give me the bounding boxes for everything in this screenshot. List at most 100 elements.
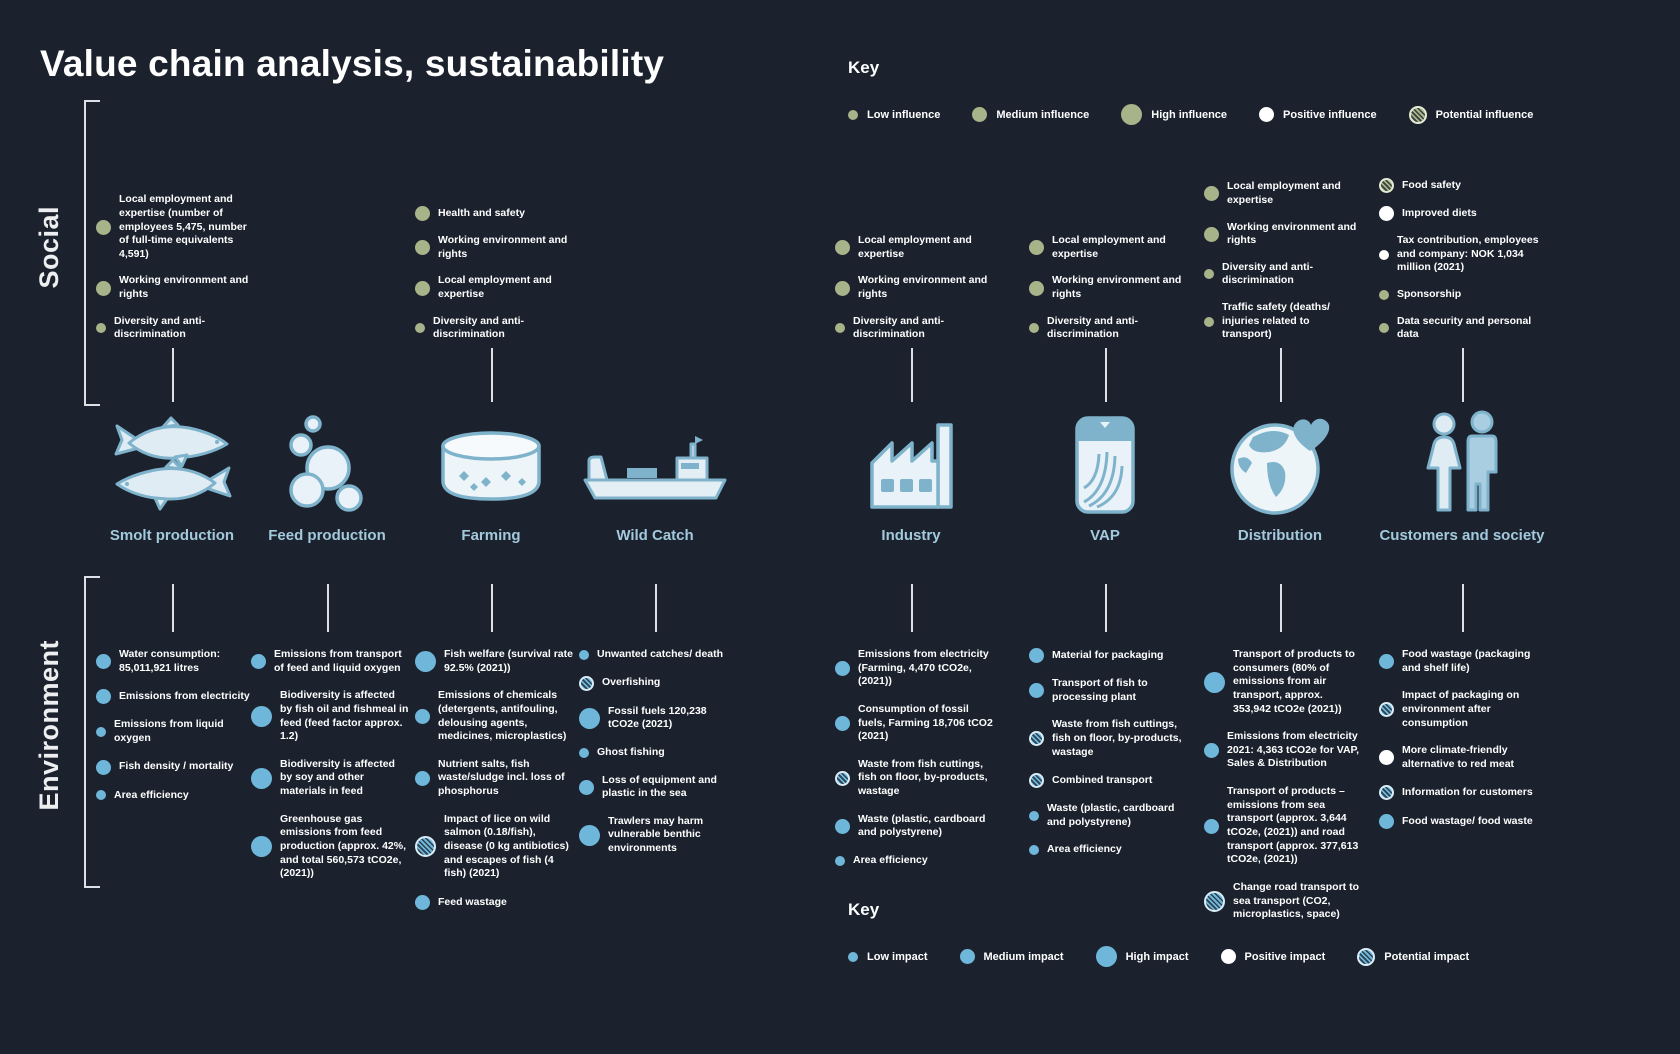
influence-dot [1204, 186, 1219, 202]
influence-list-item: Diversity and anti-discrimination [835, 315, 993, 342]
impact-item-text: Waste (plastic, cardboard and polystyren… [1047, 802, 1175, 828]
influence-list-item: Local employment and expertise (number o… [96, 193, 254, 261]
stage-column-customers-and-society: Food safety Improved diets Tax contributio… [1373, 0, 1551, 1054]
social-list-industry: Local employment and expertise Working en… [835, 148, 993, 342]
impact-dot [1029, 731, 1044, 747]
stage-label-industry: Industry [881, 527, 941, 544]
key-item-low: Low impact [848, 951, 928, 963]
impact-item-text: Material for packaging [1052, 648, 1164, 661]
impact-dot [1379, 654, 1394, 670]
impact-list-item: Unwanted catches/ death [579, 648, 737, 662]
impact-list-item: Greenhouse gas emissions from feed produ… [251, 813, 409, 881]
key-impact-heading: Key [848, 900, 880, 919]
key-item-label: Low influence [867, 108, 941, 121]
impact-dot [1029, 845, 1039, 856]
key-item-potential: Potential influence [1408, 105, 1533, 124]
impact-dot [835, 660, 850, 676]
social-row-label: Social [34, 206, 64, 289]
impact-item-text: Feed wastage [438, 895, 507, 908]
key-item-label: Positive impact [1244, 950, 1326, 963]
connector-line [491, 584, 493, 632]
influence-list-item: Local employment and expertise [1204, 180, 1362, 207]
people-icon [1426, 410, 1498, 512]
connector-line [1280, 584, 1282, 632]
connector-line [1462, 584, 1464, 632]
stage-column-smolt-production: Local employment and expertise (number o… [90, 0, 254, 1054]
influence-list-item: Diversity and anti-discrimination [1029, 315, 1187, 342]
social-list-farming: Health and safety Working environment and… [415, 148, 573, 342]
influence-dot [835, 280, 850, 296]
impact-item-text: Food wastage (packaging and shelf life) [1402, 648, 1531, 674]
impact-item-text: Consumption of fossil fuels, Farming 18,… [858, 702, 993, 743]
stage-label-vap: VAP [1090, 527, 1120, 544]
influence-dot [1379, 289, 1389, 300]
impact-dot [251, 706, 272, 728]
influence-dot [848, 109, 858, 120]
impact-item-text: Waste from fish cuttings, fish on floor,… [858, 757, 988, 798]
influence-dot [1259, 107, 1275, 122]
impact-dot [1220, 949, 1236, 964]
impact-item-text: Overfishing [602, 676, 661, 689]
impact-item-text: Transport of products – emissions from s… [1227, 785, 1359, 866]
influence-dot [96, 323, 106, 334]
stage-column-vap: Local employment and expertise Working en… [1023, 0, 1187, 1054]
social-list-vap: Local employment and expertise Working en… [1029, 148, 1187, 342]
key-item-label: Potential impact [1384, 950, 1470, 963]
impact-list-item: Waste (plastic, cardboard and polystyren… [1029, 802, 1187, 829]
key-item-medium: Medium impact [959, 949, 1064, 964]
influence-item-text: Diversity and anti-discrimination [1047, 314, 1139, 341]
impact-item-text: Change road transport to sea transport (… [1233, 880, 1360, 921]
impact-list-item: Biodiversity is affected by fish oil and… [251, 689, 409, 744]
impact-item-text: Information for customers [1402, 786, 1533, 799]
impact-list-item: Emissions from electricity (Farming, 4,4… [835, 648, 993, 689]
social-bracket [84, 100, 100, 406]
connector-line [491, 348, 493, 402]
influence-item-text: Data security and personal data [1397, 314, 1532, 341]
impact-dot [1379, 785, 1394, 801]
stage-column-industry: Local employment and expertise Working en… [829, 0, 993, 1054]
impact-dot [835, 855, 845, 866]
environment-row-label: Environment [34, 640, 64, 811]
impact-item-text: Biodiversity is affected by fish oil and… [280, 689, 409, 743]
impact-item-text: Impact of packaging on environment after… [1402, 689, 1520, 729]
impact-dot [415, 894, 430, 910]
stage-icon-zone [90, 412, 254, 518]
connector-line [172, 584, 174, 632]
impact-list-item: Transport of fish to processing plant [1029, 677, 1187, 704]
key-item-high: High influence [1121, 104, 1227, 125]
globe-heart-icon [1230, 418, 1330, 515]
impact-list-item: Loss of equipment and plastic in the sea [579, 774, 737, 801]
impact-dot [579, 675, 594, 691]
impact-list-item: Nutrient salts, fish waste/sludge incl. … [415, 758, 573, 799]
impact-dot [1204, 743, 1219, 759]
impact-dot [579, 649, 589, 660]
environment-list-industry: Emissions from electricity (Farming, 4,4… [835, 648, 993, 868]
fish-icon [114, 416, 232, 511]
key-item-label: High impact [1125, 950, 1189, 963]
influence-dot [1379, 323, 1389, 334]
influence-dot [96, 219, 111, 235]
impact-dot [579, 779, 594, 795]
impact-list-item: Material for packaging [1029, 648, 1187, 663]
connector-line [1105, 348, 1107, 402]
connector-line [1105, 584, 1107, 632]
impact-dot [579, 707, 600, 729]
influence-item-text: Food safety [1402, 178, 1461, 191]
influence-dot [1029, 280, 1044, 296]
impact-list-item: Trawlers may harm vulnerable benthic env… [579, 815, 737, 856]
impact-dot [251, 836, 272, 858]
environment-list-feed-production: Emissions from transport of feed and liq… [251, 648, 409, 881]
impact-dot [1204, 890, 1225, 912]
influence-list-item: Diversity and anti-discrimination [415, 315, 573, 342]
impact-item-text: Impact of lice on wild salmon (0.18/fish… [444, 812, 569, 880]
stage-column-farming: Health and safety Working environment and… [409, 0, 573, 1054]
impact-item-text: Trawlers may harm vulnerable benthic env… [608, 814, 704, 855]
impact-list-item: Water consumption: 85,011,921 litres [96, 648, 254, 675]
impact-dot [251, 767, 272, 789]
impact-list-item: Information for customers [1379, 785, 1551, 801]
influence-list-item: Working environment and rights [96, 274, 254, 301]
connector-line [655, 584, 657, 632]
impact-dot [1029, 648, 1044, 663]
impact-dot [96, 726, 106, 737]
